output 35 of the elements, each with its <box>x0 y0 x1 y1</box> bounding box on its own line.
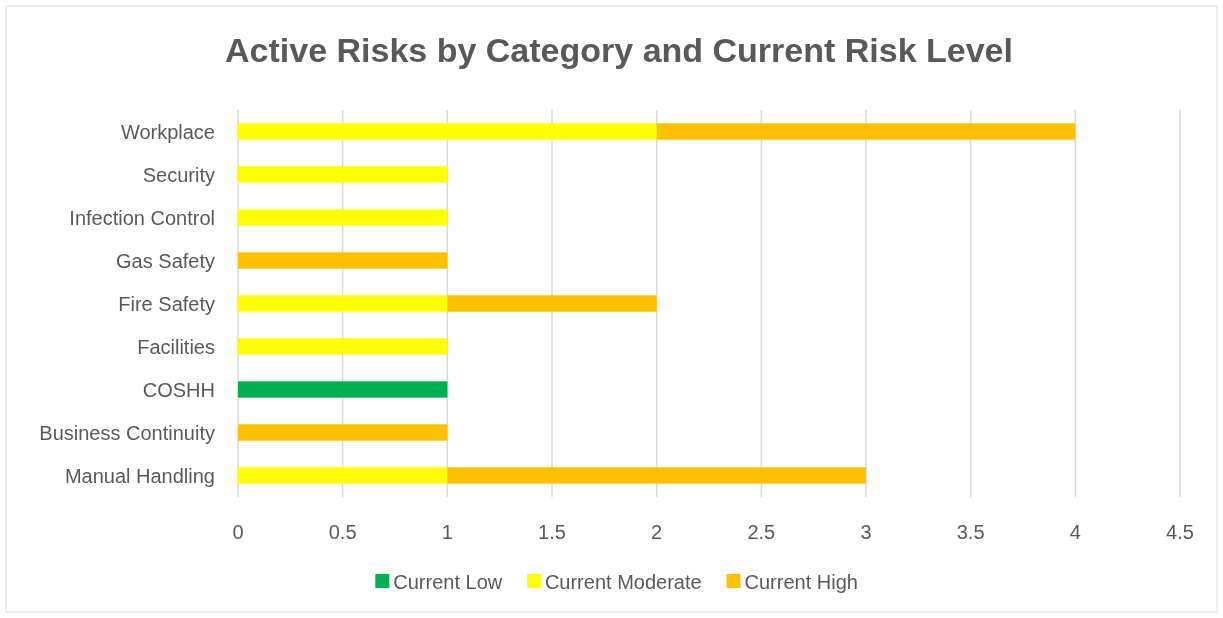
x-tick-label: 1.5 <box>538 521 566 543</box>
y-tick-label: Facilities <box>137 335 215 358</box>
x-tick-label: 3 <box>860 521 872 543</box>
y-tick-label: Infection Control <box>69 206 215 229</box>
y-tick-label: Fire Safety <box>118 292 215 315</box>
x-tick-label: 4 <box>1069 521 1081 543</box>
y-tick-label: Gas Safety <box>116 249 215 272</box>
bar <box>238 338 448 355</box>
bar <box>238 381 448 398</box>
legend-label: Current Moderate <box>544 571 702 593</box>
bar <box>238 209 448 226</box>
bar <box>656 123 1076 140</box>
y-tick-label: Workplace <box>120 120 215 143</box>
y-tick-label: Manual Handling <box>64 464 215 487</box>
y-tick-label: Security <box>142 163 215 186</box>
x-tick-label: 0 <box>232 521 244 543</box>
bar <box>238 123 657 140</box>
bar <box>238 166 448 183</box>
legend-label: Current High <box>744 571 858 593</box>
legend-label: Current Low <box>393 571 503 593</box>
bar <box>238 467 448 484</box>
bar <box>238 252 448 269</box>
x-tick-label: 4.5 <box>1166 521 1194 543</box>
y-tick-label: Business Continuity <box>39 421 215 444</box>
x-tick-label: 2.5 <box>747 521 776 543</box>
bar <box>447 295 657 312</box>
x-tick-label: 0.5 <box>328 521 357 543</box>
bar <box>238 295 448 312</box>
x-tick-label: 3.5 <box>956 521 985 543</box>
bar <box>447 467 866 484</box>
chart-title: Active Risks by Category and Current Risk Level <box>225 31 1013 69</box>
y-tick-label: COSHH <box>142 378 215 401</box>
x-tick-label: 2 <box>651 521 663 543</box>
bar <box>238 424 448 441</box>
x-tick-label: 1 <box>441 521 453 543</box>
